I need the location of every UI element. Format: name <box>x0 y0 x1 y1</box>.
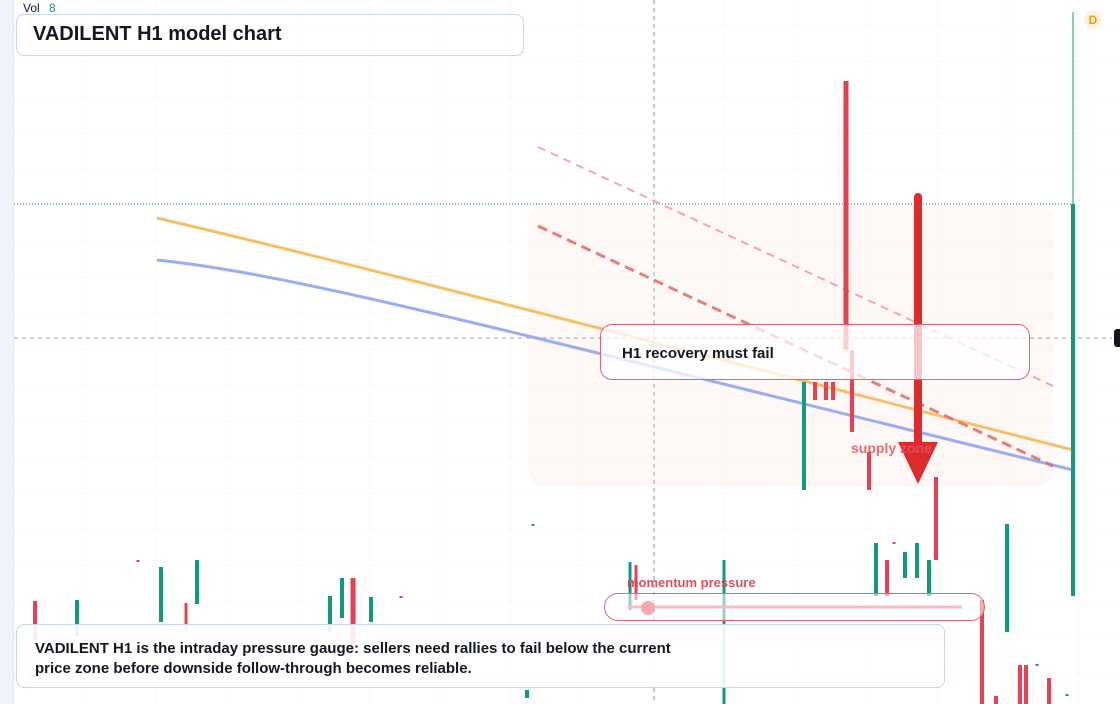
candle-down <box>1018 665 1022 704</box>
candle-up <box>340 578 344 618</box>
candle-down <box>934 477 938 560</box>
candle-up <box>915 543 919 578</box>
candle-up <box>159 567 163 622</box>
candle-down <box>867 452 871 490</box>
summary-note-text: VADILENT H1 is the intraday pressure gau… <box>35 640 671 677</box>
candle-down <box>885 560 889 596</box>
candle-down <box>813 382 817 400</box>
candle-up <box>1071 204 1075 596</box>
candle-down <box>850 350 854 432</box>
candle-up <box>328 596 332 632</box>
candle-up <box>927 560 931 596</box>
volume-label: Vol <box>23 1 40 15</box>
interval-badge-icon[interactable]: D <box>1084 11 1102 29</box>
candle-down <box>892 542 896 544</box>
recovery-callout: H1 recovery must fail <box>600 324 1030 380</box>
candle-down <box>994 696 998 704</box>
candle-up <box>903 552 907 578</box>
candle-up <box>1035 664 1039 666</box>
trendline-upper <box>537 146 1054 387</box>
trendline-lower <box>537 224 1054 468</box>
candle-down <box>831 382 835 400</box>
candle-down <box>184 603 188 630</box>
candle-up <box>1005 524 1009 632</box>
candle-down <box>1047 678 1051 704</box>
candle-down <box>980 600 984 704</box>
momentum-pressure-label: momentum pressure <box>627 575 756 590</box>
candle-up <box>802 382 806 490</box>
ma-slow-line <box>156 258 1074 472</box>
arrow-down-icon <box>898 442 938 484</box>
volume-value: 8 <box>49 1 56 15</box>
candle-down <box>33 601 37 640</box>
price-marker-icon[interactable] <box>1114 329 1120 347</box>
summary-note: VADILENT H1 is the intraday pressure gau… <box>16 624 945 688</box>
candle-up <box>531 524 535 526</box>
chart-title: VADILENT H1 model chart <box>16 14 524 56</box>
candle-up <box>195 560 199 604</box>
candle-down <box>634 565 638 600</box>
candle-up <box>1065 694 1069 696</box>
candle-up <box>75 600 79 636</box>
supply-zone-label: supply zone <box>851 440 932 456</box>
candle-up <box>874 543 878 596</box>
candle-down <box>399 596 403 598</box>
momentum-gauge-track <box>604 593 985 621</box>
candle-down <box>843 81 849 350</box>
candle-down <box>350 578 356 650</box>
candle-up <box>369 597 373 622</box>
candle-up <box>525 690 529 698</box>
candle-down <box>136 560 140 562</box>
candle-up <box>628 562 632 610</box>
candle-down <box>1024 665 1028 704</box>
candle-down <box>824 382 828 400</box>
